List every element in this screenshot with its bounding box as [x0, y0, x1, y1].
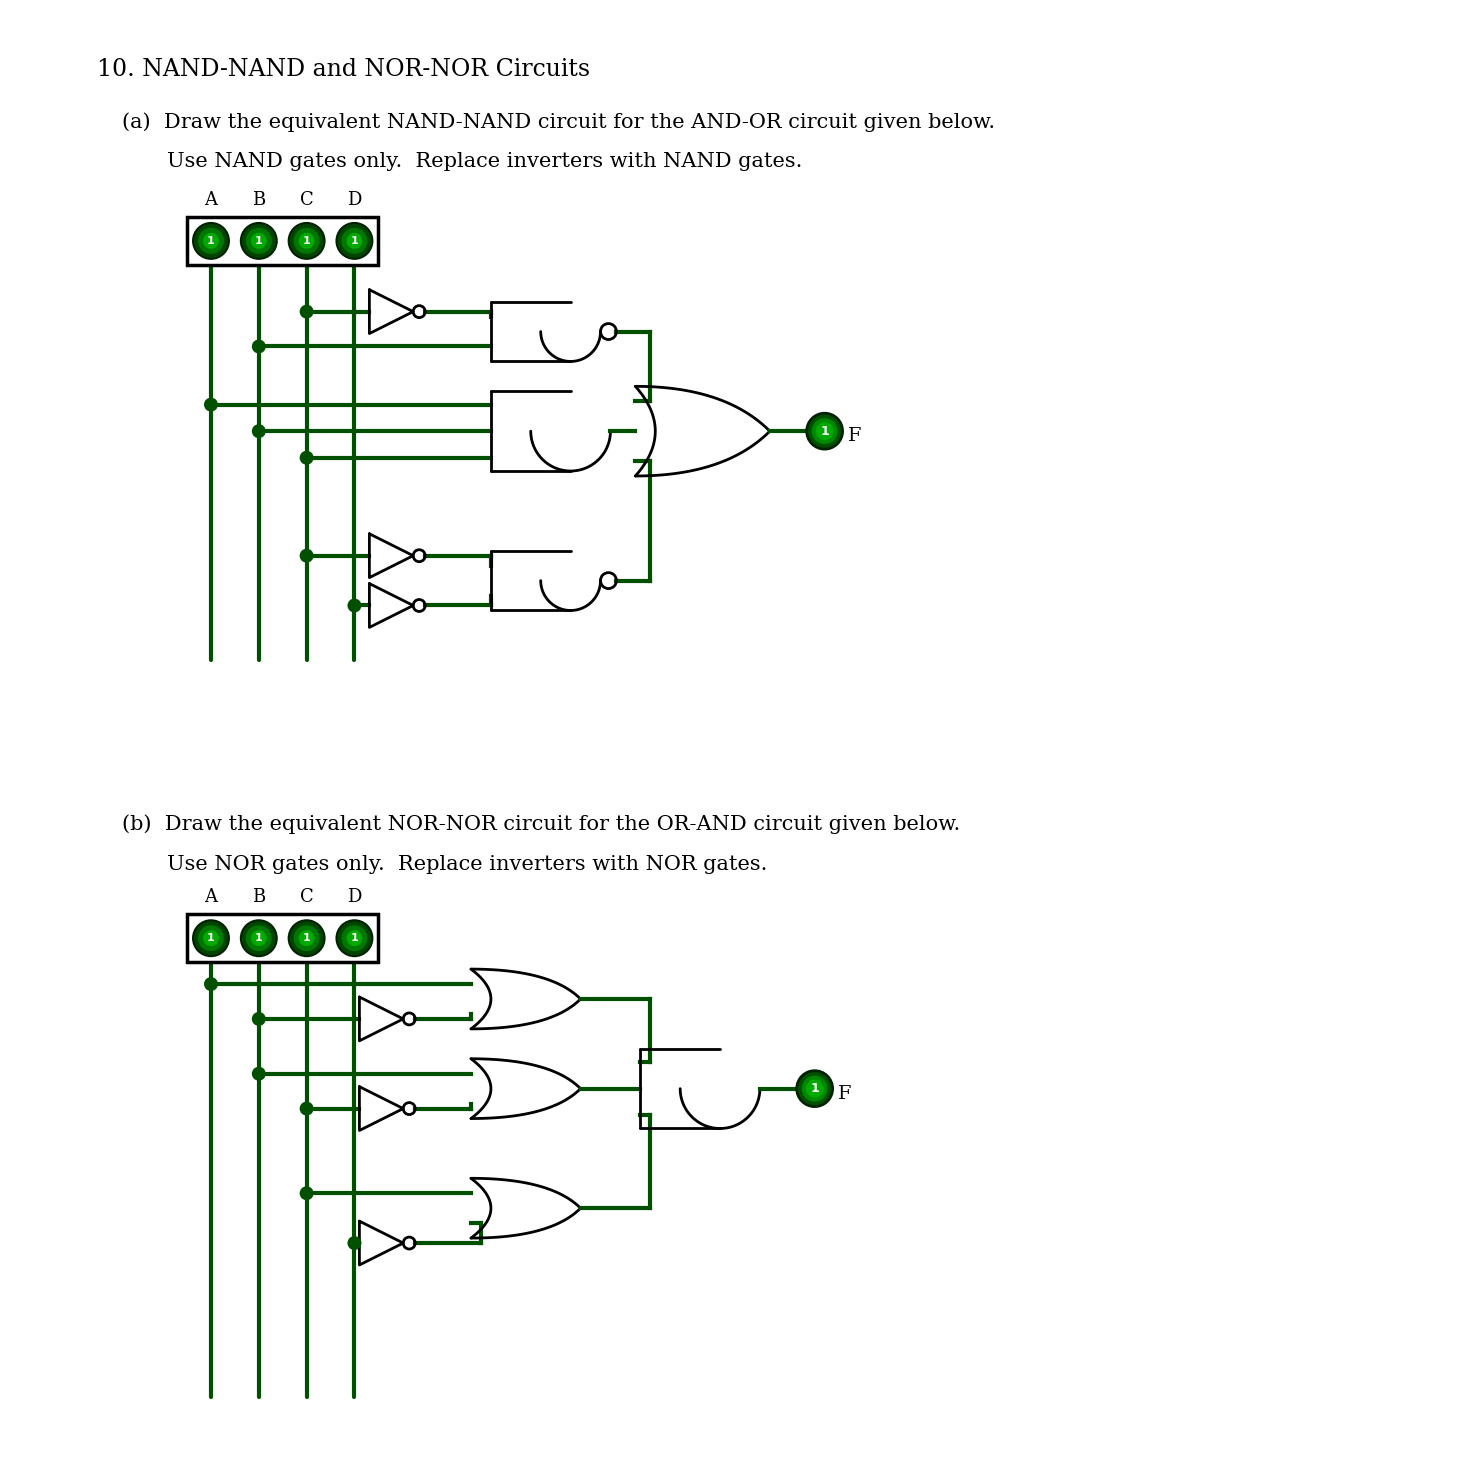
- Circle shape: [300, 549, 313, 563]
- Circle shape: [300, 450, 313, 465]
- Text: D: D: [347, 888, 362, 906]
- Text: 1: 1: [255, 235, 262, 246]
- Circle shape: [203, 930, 219, 946]
- Text: D: D: [347, 191, 362, 209]
- Circle shape: [802, 1075, 828, 1102]
- Circle shape: [192, 224, 229, 259]
- Circle shape: [204, 977, 217, 991]
- Circle shape: [241, 224, 277, 259]
- Circle shape: [198, 925, 225, 952]
- Text: 1: 1: [207, 933, 214, 943]
- Text: Use NAND gates only.  Replace inverters with NAND gates.: Use NAND gates only. Replace inverters w…: [168, 152, 802, 171]
- Text: (a)  Draw the equivalent NAND-NAND circuit for the AND-OR circuit given below.: (a) Draw the equivalent NAND-NAND circui…: [122, 112, 996, 132]
- FancyBboxPatch shape: [187, 915, 378, 962]
- Circle shape: [347, 1236, 362, 1250]
- Circle shape: [806, 1080, 824, 1097]
- Text: 1: 1: [303, 235, 311, 246]
- Circle shape: [796, 1071, 833, 1106]
- Circle shape: [252, 424, 265, 438]
- Text: Use NOR gates only.  Replace inverters with NOR gates.: Use NOR gates only. Replace inverters wi…: [168, 855, 767, 874]
- Circle shape: [192, 921, 229, 956]
- Circle shape: [203, 232, 219, 249]
- Text: 1: 1: [350, 933, 359, 943]
- Circle shape: [289, 921, 325, 956]
- Circle shape: [204, 397, 217, 412]
- Text: (b)  Draw the equivalent NOR-NOR circuit for the OR-AND circuit given below.: (b) Draw the equivalent NOR-NOR circuit …: [122, 815, 961, 834]
- Text: F: F: [847, 427, 862, 446]
- Text: A: A: [204, 191, 217, 209]
- Text: C: C: [300, 191, 313, 209]
- Circle shape: [337, 921, 372, 956]
- Text: 1: 1: [811, 1083, 819, 1094]
- Text: 1: 1: [303, 933, 311, 943]
- Circle shape: [252, 1066, 265, 1081]
- Circle shape: [252, 340, 265, 353]
- Circle shape: [198, 228, 225, 254]
- Text: 1: 1: [255, 933, 262, 943]
- Circle shape: [293, 228, 319, 254]
- Circle shape: [241, 921, 277, 956]
- Circle shape: [251, 232, 267, 249]
- Text: F: F: [837, 1084, 851, 1103]
- Circle shape: [299, 930, 315, 946]
- Circle shape: [293, 925, 319, 952]
- Circle shape: [341, 228, 367, 254]
- Circle shape: [300, 1102, 313, 1115]
- Circle shape: [251, 930, 267, 946]
- Text: 1: 1: [821, 425, 830, 438]
- Circle shape: [300, 304, 313, 319]
- Circle shape: [337, 224, 372, 259]
- Circle shape: [289, 224, 325, 259]
- Circle shape: [812, 418, 837, 444]
- Circle shape: [815, 422, 834, 440]
- Circle shape: [347, 599, 362, 612]
- Circle shape: [347, 930, 363, 946]
- Circle shape: [299, 232, 315, 249]
- Circle shape: [252, 1012, 265, 1025]
- Circle shape: [806, 413, 843, 449]
- Circle shape: [300, 1186, 313, 1200]
- FancyBboxPatch shape: [187, 218, 378, 265]
- Text: 1: 1: [207, 235, 214, 246]
- Circle shape: [341, 925, 367, 952]
- Text: A: A: [204, 888, 217, 906]
- Text: B: B: [252, 888, 265, 906]
- Text: B: B: [252, 191, 265, 209]
- Circle shape: [246, 228, 271, 254]
- Text: 10. NAND-NAND and NOR-NOR Circuits: 10. NAND-NAND and NOR-NOR Circuits: [98, 57, 590, 81]
- Circle shape: [246, 925, 271, 952]
- Circle shape: [347, 232, 363, 249]
- Text: 1: 1: [350, 235, 359, 246]
- Text: C: C: [300, 888, 313, 906]
